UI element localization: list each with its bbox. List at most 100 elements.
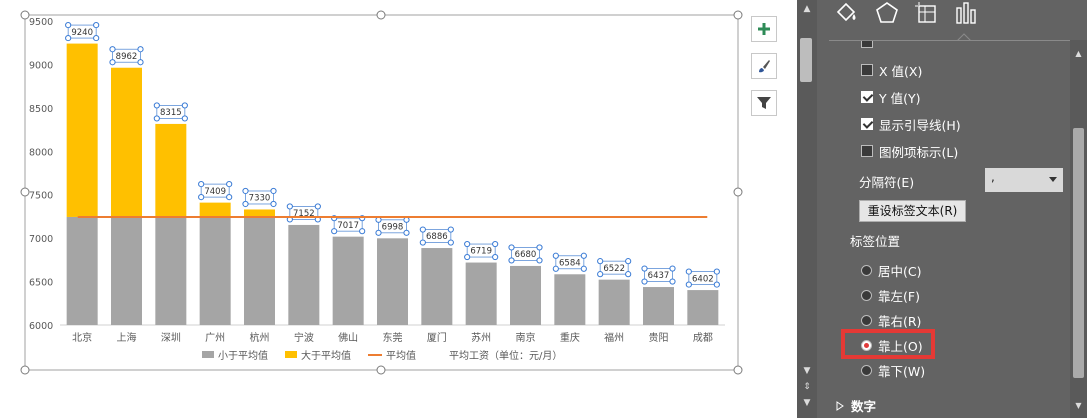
x-tick-label: 上海 [117,331,137,344]
pentagon-icon [876,2,898,23]
y-value-checkbox[interactable] [861,91,873,103]
data-label: 6522 [603,264,625,274]
bar-below-average [244,216,275,325]
data-label-handle [552,252,559,259]
frame-handle [376,10,386,20]
data-label-box [555,255,585,270]
data-label-handle [669,265,676,272]
reset-label-text-button[interactable]: 重设标签文本(R) [859,200,966,222]
position-below[interactable]: 靠下(W) [861,361,925,379]
chart-filters-button[interactable] [751,90,777,116]
data-label-box [511,247,540,261]
pane-scroll-up-icon[interactable]: ▲ [1075,49,1082,58]
data-label: 6886 [426,232,448,242]
option-legend-key[interactable]: 图例项标示(L) [861,142,958,160]
frame-handle [376,365,386,375]
x-tick-label: 广州 [205,332,225,344]
position-right[interactable]: 靠右(R) [861,311,921,329]
data-label-handle [153,102,160,109]
tab-size-properties[interactable] [913,0,941,30]
scroll-split-icon[interactable]: ⇕ [803,382,811,392]
bar-below-average [288,224,320,325]
position-center[interactable]: 居中(C) [861,261,921,279]
option-x-value[interactable]: X 值(X) [861,61,922,79]
bar-below-average [377,238,408,325]
tab-fill-line[interactable] [833,0,861,30]
scroll-thumb[interactable] [800,38,812,82]
leader-lines-checkbox[interactable] [861,118,873,130]
data-label-handle [597,258,604,265]
chart-area[interactable]: 6000 6500 7000 7500 8000 8500 9000 9500 9240 北京 89… [0,0,797,418]
bar-below-average [598,279,630,325]
x-tick-label: 成都 [693,332,713,344]
data-label: 8962 [116,52,138,62]
legend-note: 平均工资（单位：元/月） [449,349,562,362]
data-label-handle [375,216,382,223]
legend-key-checkbox[interactable] [861,145,873,157]
data-label-handle [270,187,277,195]
y-tick-label: 8000 [29,147,53,158]
data-label: 6719 [470,247,492,257]
position-below-label: 靠下(W) [878,363,926,379]
position-right-label: 靠右(R) [878,313,922,329]
bar-above-average [199,202,231,217]
data-label-handle [625,258,632,265]
data-label-handle [713,281,720,288]
data-label: 7017 [337,221,359,231]
chart-styles-button[interactable] [751,53,777,79]
tab-label-options[interactable] [952,0,980,30]
x-tick-label: 东莞 [383,331,403,344]
x-value-checkbox[interactable] [861,64,873,76]
scroll-end-icon[interactable]: ▼ [803,398,811,408]
frame-handle [20,187,30,197]
sheet-vertical-scrollbar[interactable]: ▲ ▼ ⇕ ▼ [797,0,817,418]
y-tick-label: 6500 [29,278,53,289]
scroll-up-icon[interactable]: ▲ [803,4,811,14]
position-above-radio[interactable] [861,339,872,351]
data-label-box [378,219,407,234]
data-label-handle [552,265,559,272]
x-tick-label: 北京 [72,331,92,344]
data-label-handle [198,194,205,201]
position-right-radio[interactable] [861,314,872,326]
position-left[interactable]: 靠左(F) [861,286,920,304]
legend-swatch-below [202,351,214,358]
x-tick-label: 深圳 [161,332,181,344]
option-leader-lines[interactable]: 显示引导线(H) [861,115,961,133]
label-position-title: 标签位置 [850,234,901,249]
separator-dropdown[interactable]: , [985,168,1063,192]
pane-scroll-thumb[interactable] [1073,128,1084,378]
position-above[interactable]: 靠上(O) [861,336,923,354]
data-label-box [156,105,186,119]
chart-svg[interactable]: 6000 6500 7000 7500 8000 8500 9000 9500 9240 北京 89… [0,0,797,418]
position-left-radio[interactable] [861,289,872,301]
data-label: 6998 [382,223,404,233]
x-tick-label: 福州 [604,331,624,344]
bar-below-average [465,262,497,325]
data-label: 7152 [293,209,315,219]
number-section[interactable]: 数字 [835,396,876,415]
separator-value: , [991,170,995,184]
tab-effects[interactable] [873,0,901,30]
fill-icon [836,2,856,22]
position-below-radio[interactable] [861,364,872,376]
data-label-handle [181,115,188,122]
chevron-down-icon [1049,177,1057,182]
data-label-handle [464,240,471,248]
pane-scroll-down-icon[interactable]: ▼ [1075,401,1082,410]
chart-elements-button[interactable] [751,16,777,42]
bar-below-average [554,274,586,325]
data-label: 6437 [648,271,670,281]
x-tick-label: 苏州 [471,331,491,344]
y-value-label: Y 值(Y) [879,90,921,106]
pane-scrollbar[interactable]: ▲ ▼ [1070,40,1087,418]
bar-above-average [244,209,275,217]
bar-below-average [421,248,453,325]
legend-swatch-above [285,351,297,358]
bar-above-average [155,123,187,217]
scroll-down-icon[interactable]: ▼ [803,366,811,376]
position-center-radio[interactable] [861,264,872,276]
frame-handle [733,10,743,20]
option-y-value[interactable]: Y 值(Y) [861,88,921,106]
data-label-handle [270,200,277,208]
